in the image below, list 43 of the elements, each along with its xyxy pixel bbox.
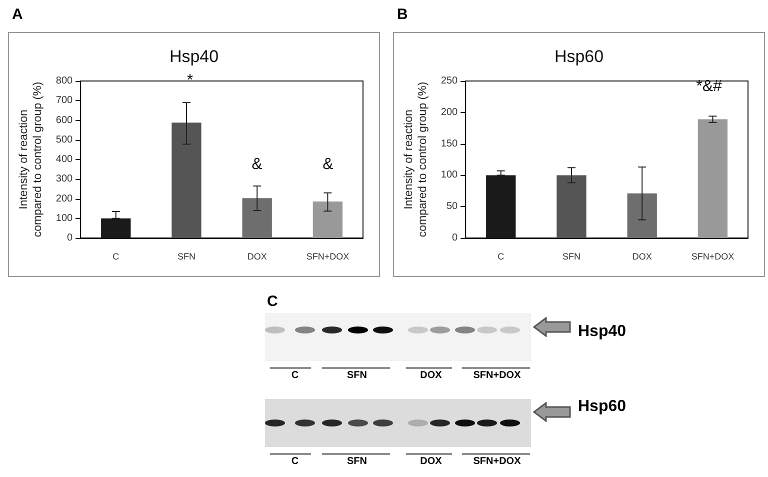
text: A <box>12 6 23 23</box>
x-tick-label: DOX <box>247 252 267 262</box>
text: SFN+DOX <box>473 456 521 467</box>
text: C <box>267 293 278 310</box>
y-tick-label: 100 <box>56 212 74 224</box>
text: Hsp40 <box>578 323 626 341</box>
text: C <box>291 456 299 467</box>
y-tick-label: 0 <box>452 232 458 244</box>
annotation: & <box>322 156 334 174</box>
text: SFN+DOX <box>473 370 521 381</box>
y-axis-title: Intensity of reaction compared to control group (%) <box>403 82 429 238</box>
y-tick-label: 50 <box>446 201 458 212</box>
x-tick-label: SFN+DOX <box>691 252 734 262</box>
text: SFN <box>347 370 367 381</box>
y-tick-label: 200 <box>56 193 74 204</box>
y-tick-label: 500 <box>56 134 74 146</box>
y-tick-label: 100 <box>440 170 458 181</box>
x-tick-label: DOX <box>632 252 652 262</box>
x-tick-label: C <box>112 252 120 262</box>
y-tick-label: 200 <box>440 106 458 118</box>
y-tick-label: 700 <box>56 95 74 106</box>
y-tick-label: 800 <box>56 76 74 86</box>
text: Hsp60 <box>578 398 626 416</box>
text: C <box>291 370 299 381</box>
annotation: * <box>186 72 194 90</box>
y-tick-label: 0 <box>67 232 74 244</box>
y-tick-label: 400 <box>56 154 74 165</box>
chart-title: Hsp60 <box>554 47 604 66</box>
text: SFN <box>347 456 367 467</box>
x-tick-label: SFN <box>177 252 196 262</box>
text: B <box>397 6 408 23</box>
x-tick-label: SFN <box>562 252 580 262</box>
y-tick-label: 600 <box>56 114 74 126</box>
text: DOX <box>420 456 442 467</box>
x-tick-label: C <box>498 252 505 262</box>
text: DOX <box>420 370 442 381</box>
y-tick-label: 300 <box>56 174 74 185</box>
y-tick-label: 250 <box>440 76 458 86</box>
chart-title: Hsp40 <box>169 47 219 66</box>
x-tick-label: SFN+DOX <box>306 252 350 262</box>
y-axis-title: Intensity of reaction compared to control group (%) <box>18 82 44 238</box>
annotation: & <box>252 156 262 174</box>
y-tick-label: 150 <box>440 138 458 150</box>
